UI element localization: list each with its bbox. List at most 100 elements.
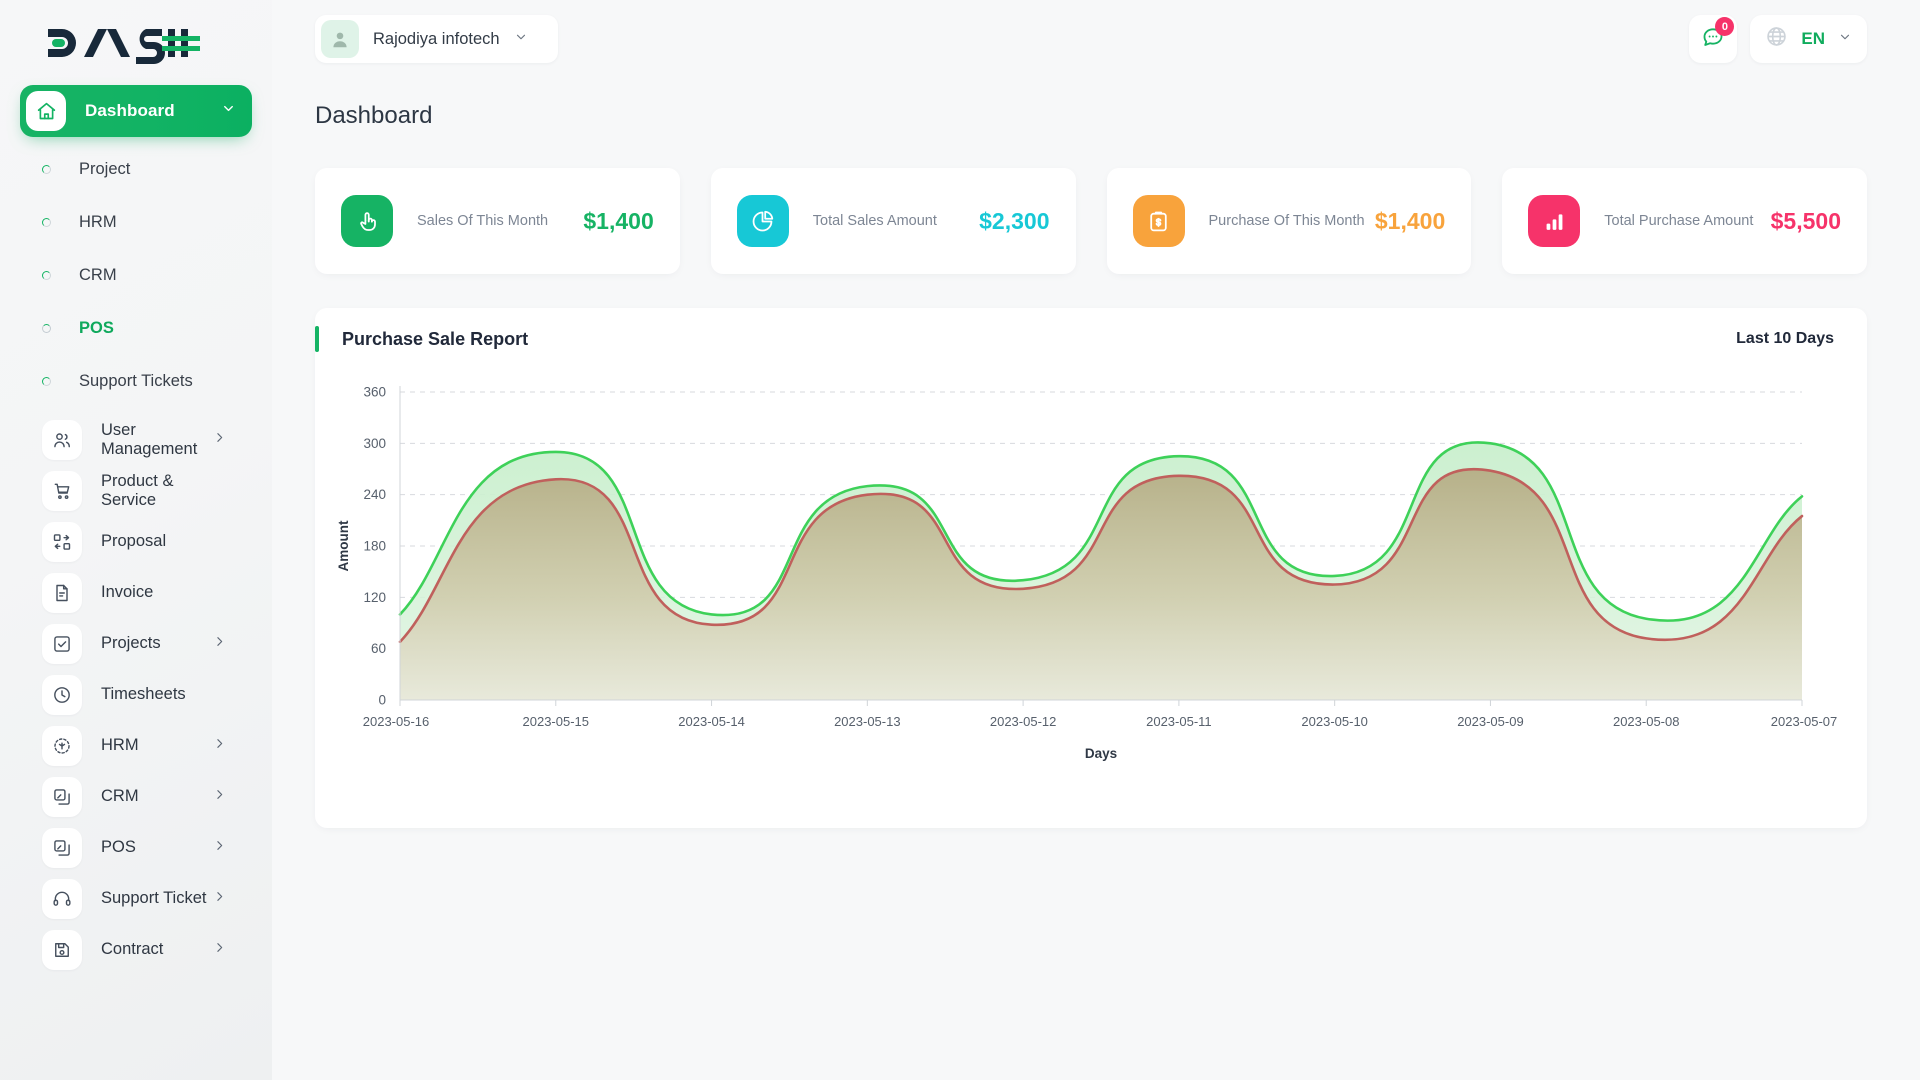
stat-value: $2,300 bbox=[979, 207, 1050, 234]
crm-icon bbox=[42, 776, 82, 817]
sidebar-subitem-crm[interactable]: CRM bbox=[20, 249, 252, 302]
svg-text:2023-05-14: 2023-05-14 bbox=[678, 714, 745, 729]
chevron-down-icon bbox=[221, 101, 236, 121]
svg-text:360: 360 bbox=[363, 385, 386, 400]
sidebar-subitem-project[interactable]: Project bbox=[20, 143, 252, 196]
hand-pointer-icon bbox=[341, 195, 393, 247]
topbar: Rajodiya infotech 0 bbox=[272, 0, 1920, 78]
sidebar-item-label: Support Ticket bbox=[101, 889, 207, 907]
chevron-right-icon bbox=[213, 635, 226, 653]
svg-text:2023-05-09: 2023-05-09 bbox=[1457, 714, 1524, 729]
sidebar-item-label: Dashboard bbox=[85, 101, 175, 120]
sidebar-subitem-label: POS bbox=[79, 319, 114, 337]
cart-icon bbox=[42, 470, 82, 511]
accent-bar bbox=[315, 326, 319, 352]
stat-card-sales-of-this-month[interactable]: Sales Of This Month $1,400 bbox=[315, 168, 680, 274]
svg-text:Amount: Amount bbox=[336, 520, 351, 571]
proposal-icon bbox=[42, 521, 82, 562]
globe-icon bbox=[1765, 25, 1788, 53]
sidebar-item-label: CRM bbox=[101, 787, 139, 805]
chat-icon bbox=[1701, 25, 1725, 54]
stat-label: Total Sales Amount bbox=[812, 213, 937, 229]
svg-text:2023-05-15: 2023-05-15 bbox=[523, 714, 590, 729]
svg-text:2023-05-11: 2023-05-11 bbox=[1146, 714, 1212, 729]
sidebar-item-label: Proposal bbox=[101, 532, 167, 550]
sidebar-item-user-management[interactable]: User Management bbox=[20, 414, 252, 465]
home-icon bbox=[26, 91, 66, 131]
stat-card-purchase-of-this-month[interactable]: Purchase Of This Month $1,400 bbox=[1106, 168, 1472, 274]
sidebar-item-label: Contract bbox=[101, 940, 164, 958]
chevron-right-icon bbox=[213, 941, 226, 959]
sidebar-item-label: Projects bbox=[101, 634, 161, 652]
svg-text:2023-05-08: 2023-05-08 bbox=[1613, 714, 1680, 729]
sidebar-item-crm[interactable]: CRM bbox=[20, 771, 252, 822]
chevron-right-icon bbox=[213, 788, 226, 806]
report-title: Purchase Sale Report bbox=[342, 328, 529, 349]
company-name: Rajodiya infotech bbox=[373, 29, 500, 48]
purchase-sale-chart[interactable]: 0 60 120 180 240 300 360 2023-05-16 2023-05-15 20… bbox=[315, 370, 1867, 828]
sidebar-subitem-hrm[interactable]: HRM bbox=[20, 196, 252, 249]
stat-label: Purchase Of This Month bbox=[1208, 213, 1365, 229]
stat-value: $5,500 bbox=[1770, 207, 1841, 234]
chevron-right-icon bbox=[213, 737, 226, 755]
sidebar-subitem-support-tickets[interactable]: Support Tickets bbox=[20, 355, 252, 408]
clipboard-dollar-icon bbox=[1132, 195, 1185, 247]
topbar-actions: 0 EN bbox=[1689, 15, 1920, 63]
sidebar-item-label: Invoice bbox=[101, 583, 154, 601]
hrm-icon bbox=[42, 725, 82, 766]
sidebar-item-contract[interactable]: Contract bbox=[20, 924, 252, 975]
app-logo[interactable] bbox=[0, 0, 272, 85]
sidebar-sublist: Project HRM CRM POS Support Tickets bbox=[20, 143, 252, 408]
sidebar-item-support-ticket[interactable]: Support Ticket bbox=[20, 873, 252, 924]
users-icon bbox=[42, 419, 82, 460]
svg-text:180: 180 bbox=[363, 539, 386, 554]
svg-text:2023-05-13: 2023-05-13 bbox=[834, 714, 901, 729]
chat-badge: 0 bbox=[1715, 17, 1735, 36]
sidebar-subitem-label: Project bbox=[79, 160, 131, 178]
stat-value: $1,400 bbox=[583, 207, 654, 234]
main-content: Dashboard Sales Of This Month $1,400 bbox=[272, 78, 1920, 1080]
svg-text:2023-05-07: 2023-05-07 bbox=[1771, 714, 1838, 729]
chevron-right-icon bbox=[213, 890, 226, 908]
stat-label: Sales Of This Month bbox=[417, 213, 549, 229]
stat-label: Total Purchase Amount bbox=[1604, 213, 1754, 229]
svg-text:60: 60 bbox=[371, 641, 386, 656]
sidebar-subitem-pos[interactable]: POS bbox=[20, 302, 252, 355]
stat-value: $1,400 bbox=[1374, 207, 1446, 234]
dot-icon bbox=[42, 218, 51, 227]
language-code: EN bbox=[1801, 29, 1825, 48]
pie-chart-icon bbox=[736, 195, 789, 247]
sidebar-item-invoice[interactable]: Invoice bbox=[20, 567, 252, 618]
chat-button[interactable]: 0 bbox=[1689, 15, 1738, 63]
language-selector[interactable]: EN bbox=[1750, 15, 1867, 63]
sidebar-item-product-and-service[interactable]: Product & Service bbox=[20, 465, 252, 516]
sidebar-item-label: POS bbox=[101, 838, 136, 856]
chart-svg: 0 60 120 180 240 300 360 2023-05-16 2023-05-15 20… bbox=[336, 385, 1838, 762]
stat-cards-row: Sales Of This Month $1,400 Total Sales A… bbox=[315, 168, 1867, 274]
sidebar-item-label: HRM bbox=[101, 736, 139, 754]
dot-icon bbox=[42, 377, 51, 386]
headset-icon bbox=[42, 878, 82, 919]
stat-card-total-sales-amount[interactable]: Total Sales Amount $2,300 bbox=[710, 168, 1076, 274]
sidebar-item-hrm[interactable]: HRM bbox=[20, 720, 252, 771]
dot-icon bbox=[42, 324, 51, 333]
sidebar-item-label: Timesheets bbox=[101, 685, 186, 703]
contract-icon bbox=[42, 929, 82, 970]
stat-card-total-purchase-amount[interactable]: Total Purchase Amount $5,500 bbox=[1502, 168, 1867, 274]
sidebar-item-dashboard[interactable]: Dashboard bbox=[20, 85, 252, 137]
company-selector[interactable]: Rajodiya infotech bbox=[315, 15, 558, 63]
sidebar-item-proposal[interactable]: Proposal bbox=[20, 516, 252, 567]
sidebar-item-projects[interactable]: Projects bbox=[20, 618, 252, 669]
svg-text:120: 120 bbox=[363, 590, 386, 605]
svg-text:2023-05-16: 2023-05-16 bbox=[363, 714, 430, 729]
sidebar-nav: Dashboard Project HRM CRM bbox=[0, 85, 272, 975]
clock-icon bbox=[42, 674, 82, 715]
sidebar-mainlist: User Management Product & Service bbox=[20, 414, 252, 975]
dot-icon bbox=[42, 271, 51, 280]
sidebar-subitem-label: CRM bbox=[79, 266, 117, 284]
svg-text:300: 300 bbox=[363, 436, 386, 451]
svg-text:240: 240 bbox=[363, 487, 386, 502]
sidebar-item-timesheets[interactable]: Timesheets bbox=[20, 669, 252, 720]
sidebar-item-pos[interactable]: POS bbox=[20, 822, 252, 873]
